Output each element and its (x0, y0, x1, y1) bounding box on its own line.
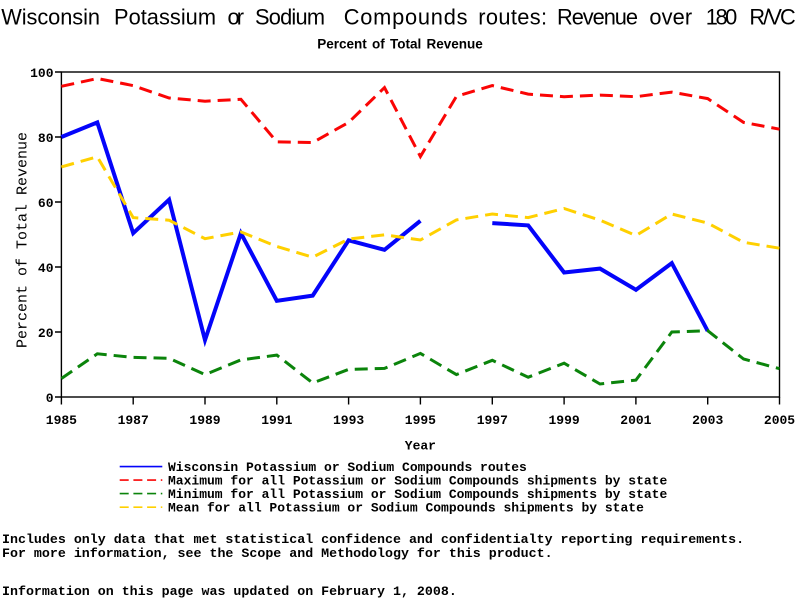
svg-text:Year: Year (405, 439, 436, 454)
svg-text:Percent of Total Revenue: Percent of Total Revenue (317, 36, 483, 51)
svg-text:Wisconsin Potassium or Sodium: Wisconsin Potassium or Sodium Compounds … (168, 460, 527, 475)
svg-text:1985: 1985 (46, 413, 77, 428)
svg-text:2003: 2003 (692, 413, 723, 428)
svg-text:routes:: routes: (478, 5, 547, 30)
svg-text:Minimum for all Potassium or S: Minimum for all Potassium or Sodium Comp… (168, 487, 667, 502)
svg-text:Mean for all Potassium or Sodi: Mean for all Potassium or Sodium Compoun… (168, 501, 644, 516)
svg-text:1995: 1995 (405, 413, 436, 428)
svg-text:40: 40 (38, 261, 54, 276)
svg-text:1997: 1997 (477, 413, 508, 428)
svg-text:20: 20 (38, 326, 54, 341)
svg-text:Compounds: Compounds (344, 5, 468, 30)
svg-text:or: or (228, 5, 245, 30)
svg-text:Percent of Total Revenue: Percent of Total Revenue (14, 132, 31, 348)
svg-text:Includes only data that met st: Includes only data that met statistical … (2, 532, 744, 547)
svg-text:180: 180 (706, 5, 738, 30)
svg-text:Potassium: Potassium (114, 5, 216, 30)
svg-text:R/VC: R/VC (749, 5, 795, 30)
svg-text:over: over (649, 5, 692, 30)
svg-text:1987: 1987 (118, 413, 149, 428)
svg-text:Sodium: Sodium (255, 5, 325, 30)
svg-text:Wisconsin: Wisconsin (1, 5, 100, 30)
svg-text:60: 60 (38, 196, 54, 211)
svg-text:1991: 1991 (261, 413, 292, 428)
svg-text:For more information, see the: For more information, see the Scope and … (2, 546, 553, 561)
svg-text:Maximum for all Potassium or S: Maximum for all Potassium or Sodium Comp… (168, 474, 667, 489)
svg-text:Revenue: Revenue (557, 5, 638, 30)
svg-text:100: 100 (30, 66, 54, 81)
svg-text:1989: 1989 (189, 413, 220, 428)
svg-text:2001: 2001 (620, 413, 651, 428)
svg-text:2005: 2005 (764, 413, 795, 428)
svg-text:1999: 1999 (548, 413, 579, 428)
svg-text:0: 0 (46, 391, 54, 406)
svg-text:Information on this page was u: Information on this page was updated on … (2, 584, 457, 599)
svg-text:1993: 1993 (333, 413, 364, 428)
svg-text:80: 80 (38, 131, 54, 146)
